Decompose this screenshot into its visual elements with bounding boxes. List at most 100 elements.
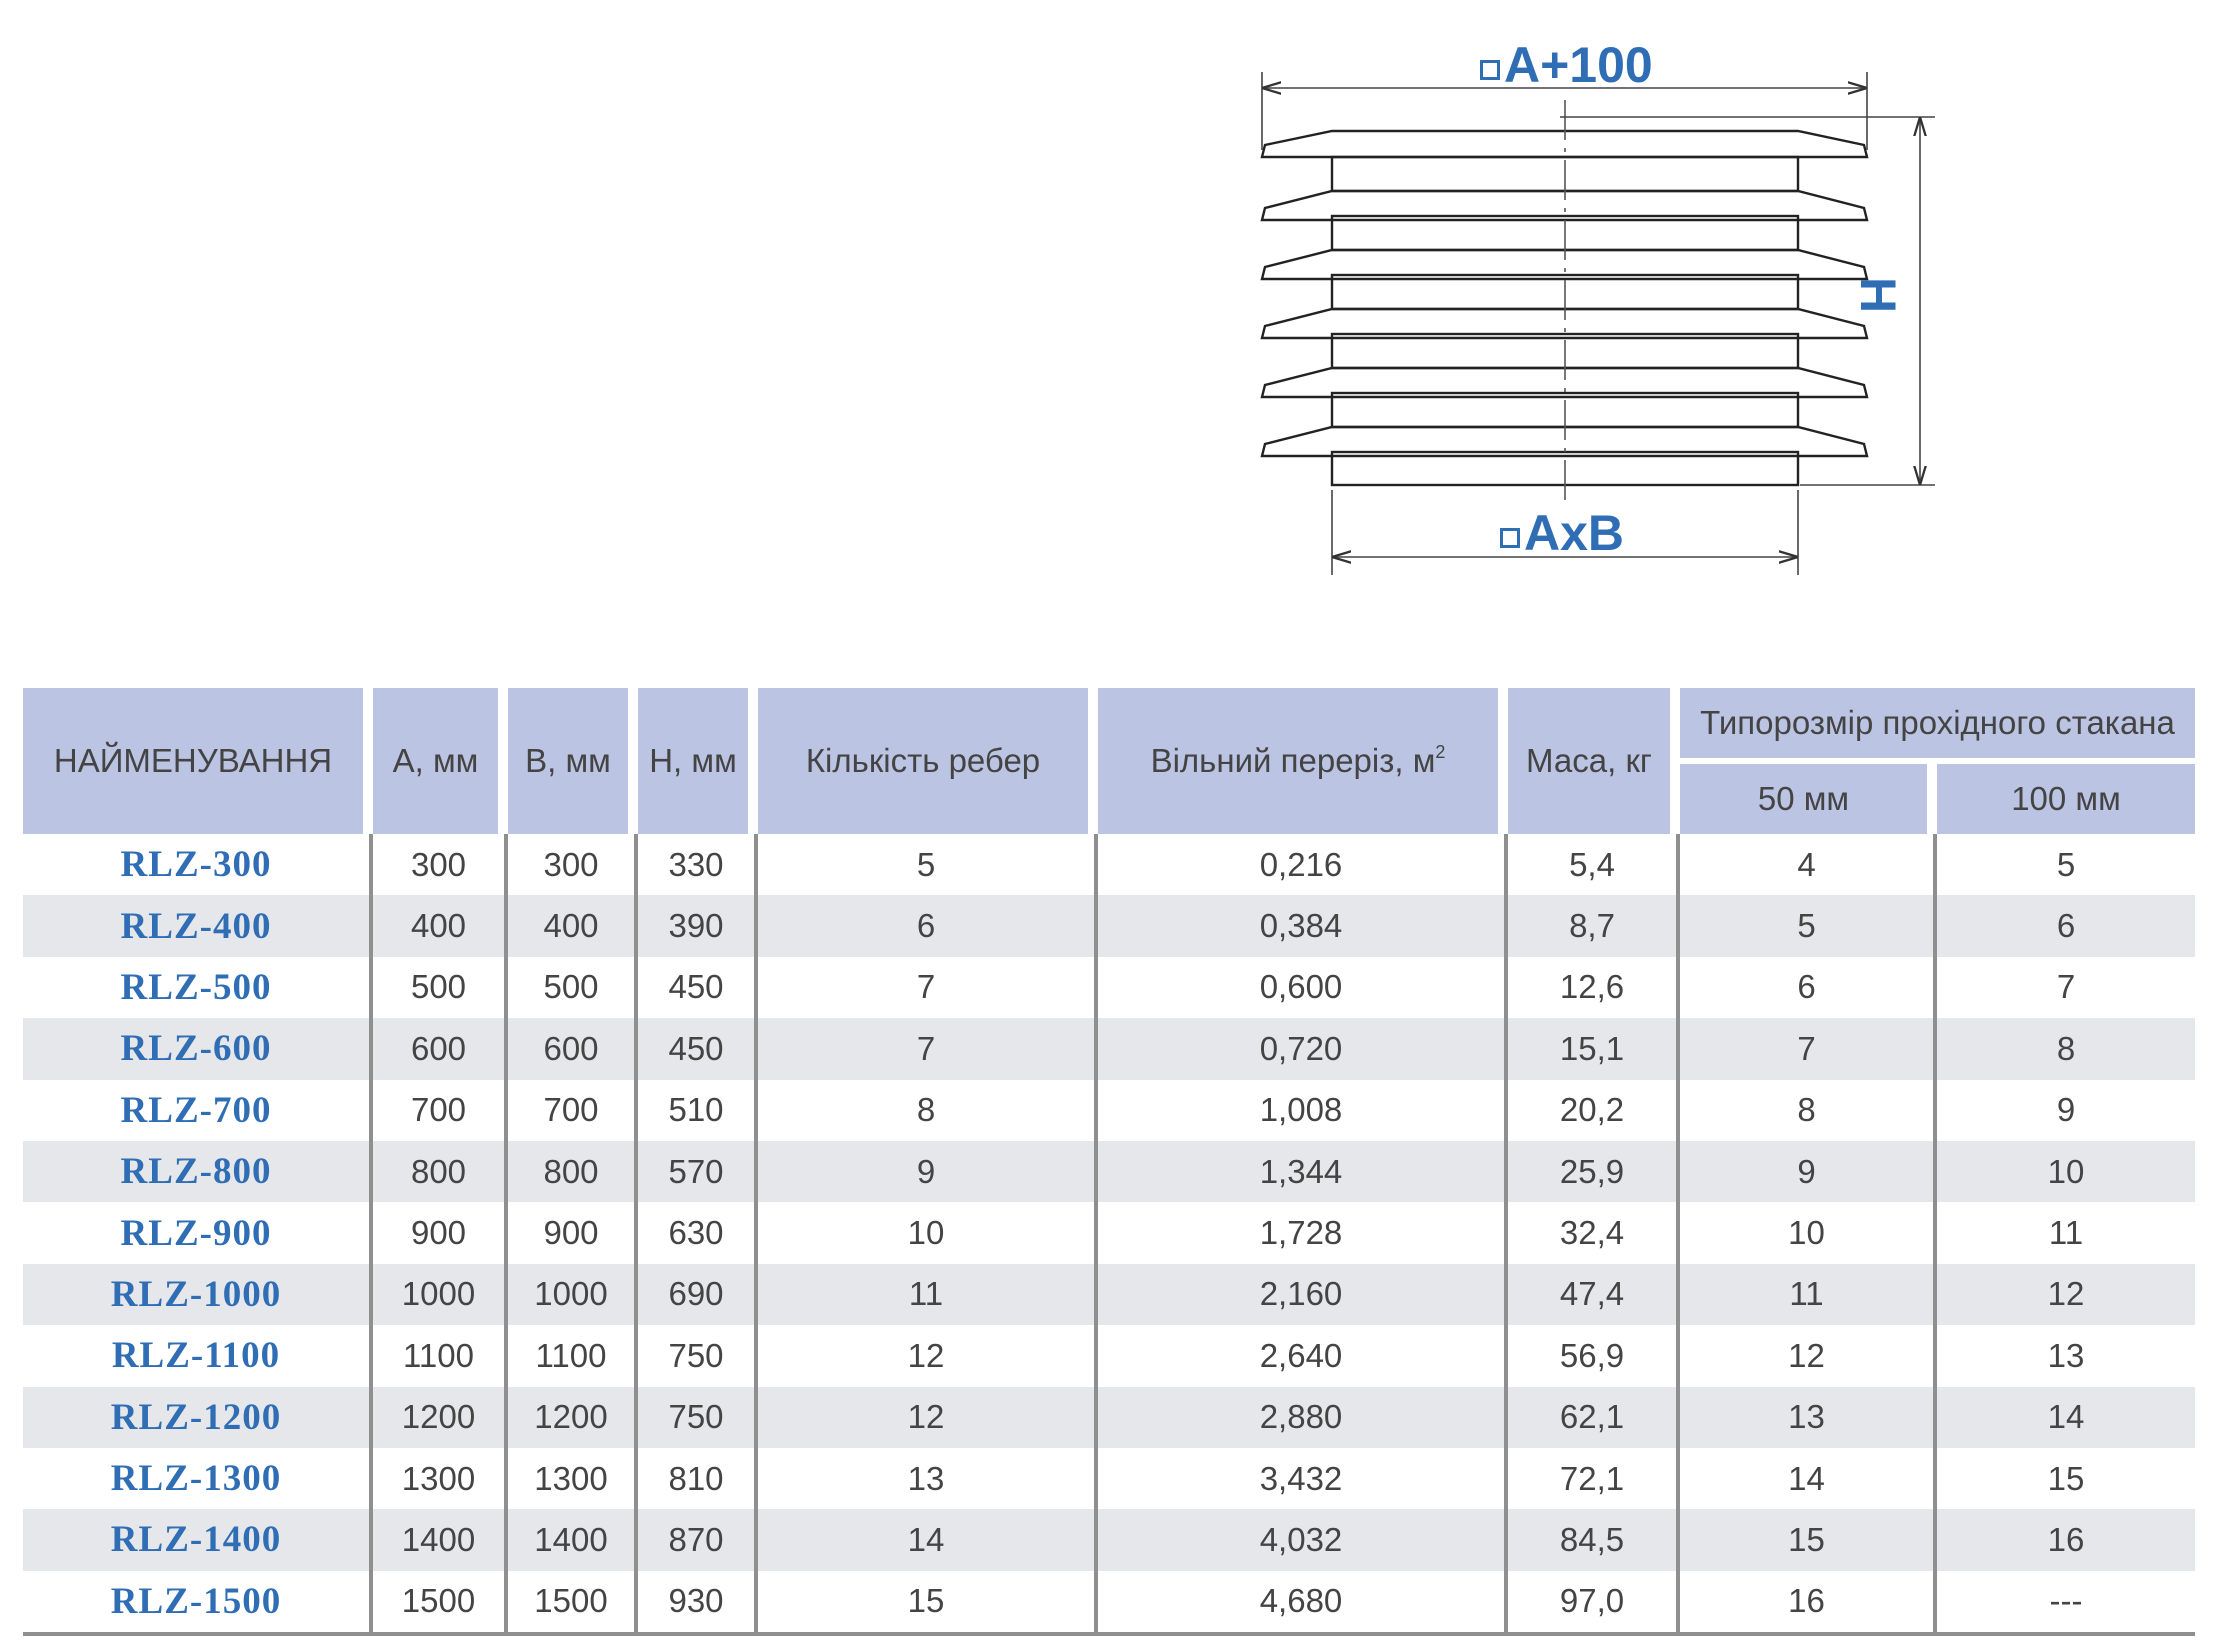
cell-sleeve-50: 9: [1680, 1140, 1937, 1203]
cell-a: 1300: [373, 1447, 508, 1510]
square-symbol-icon: [1500, 528, 1520, 548]
cell-a: 500: [373, 956, 508, 1019]
cell-sleeve-100: 5: [2056, 845, 2076, 883]
cell-h: 930: [638, 1570, 758, 1637]
cell-b: 1100: [508, 1325, 638, 1387]
cell-h: 750: [638, 1386, 758, 1448]
cell-a: 300: [373, 834, 508, 896]
table-row: RLZ-500 500 500 450 7 0,600 12,6 6 7: [23, 956, 2195, 1019]
cell-h: 390: [638, 895, 758, 957]
cell-mass: 97,0: [1508, 1570, 1680, 1637]
table-row: RLZ-900 900 900 630 10 1,728 32,4 10 11: [23, 1202, 2195, 1264]
cell-name: RLZ-600: [23, 1018, 373, 1080]
dimension-label-width-top: A+100: [1480, 40, 1653, 90]
cell-ribs: 13: [758, 1447, 1098, 1510]
cell-name: RLZ-1100: [23, 1325, 373, 1387]
cell-a: 1500: [373, 1570, 508, 1637]
cell-ribs: 9: [758, 1140, 1098, 1203]
cell-sleeve-100: 15: [2047, 1459, 2085, 1497]
cell-name: RLZ-500: [23, 956, 373, 1019]
header-b: В, мм: [508, 688, 638, 834]
product-drawing: A+100 AxB H: [0, 0, 2215, 600]
cell-sleeve-100: 11: [2048, 1214, 2084, 1252]
cell-h: 450: [638, 1018, 758, 1080]
dimension-lines: [1261, 72, 1935, 575]
cell-free-section: 2,880: [1098, 1386, 1508, 1448]
cell-ribs: 15: [758, 1570, 1098, 1637]
header-h: Н, мм: [638, 688, 758, 834]
cell-ribs: 12: [758, 1325, 1098, 1387]
cell-h: 630: [638, 1202, 758, 1264]
table-row: RLZ-1000 1000 1000 690 11 2,160 47,4 11 12: [23, 1263, 2196, 1326]
cell-h: 330: [638, 834, 758, 896]
specification-table: НАЙМЕНУВАННЯ А, мм В, мм Н, мм Кількість…: [23, 688, 2196, 1637]
cell-sleeve-50: 15: [1680, 1509, 1937, 1571]
table-row: RLZ-700 700 700 510 8 1,008 20,2 8 9: [23, 1079, 2195, 1141]
square-symbol-icon: [1480, 60, 1500, 80]
cell-free-section: 2,640: [1098, 1325, 1508, 1387]
cell-mass: 15,1: [1508, 1018, 1680, 1080]
cell-sleeve-50: 5: [1680, 895, 1937, 957]
cell-a: 600: [373, 1018, 508, 1080]
header-sleeve-50: 50 мм: [1680, 764, 1937, 834]
cell-name: RLZ-700: [23, 1079, 373, 1141]
cell-ribs: 7: [758, 1018, 1098, 1080]
cell-ribs: 8: [758, 1079, 1098, 1141]
table-body: RLZ-300 300 300 330 5 0,216 5,4 4 5 RLZ-400 400 400…: [23, 834, 2196, 1637]
cell-sleeve-50: 6: [1680, 956, 1937, 1019]
cell-name: RLZ-1200: [23, 1386, 373, 1448]
table-row: RLZ-300 300 300 330 5 0,216 5,4 4 5: [23, 834, 2195, 896]
cell-sleeve-50: 4: [1680, 834, 1937, 896]
cell-sleeve-50: 8: [1680, 1079, 1937, 1141]
cell-sleeve-50: 13: [1680, 1386, 1937, 1448]
cell-name: RLZ-1000: [23, 1263, 373, 1326]
cell-b: 800: [508, 1140, 638, 1203]
cell-name: RLZ-1300: [23, 1447, 373, 1510]
table-row: RLZ-400 400 400 390 6 0,384 8,7 5 6: [23, 895, 2196, 957]
cell-name: RLZ-1400: [23, 1509, 373, 1571]
cell-ribs: 12: [758, 1386, 1098, 1448]
cell-a: 1200: [373, 1386, 508, 1448]
table-row: RLZ-1400 1400 1400 870 14 4,032 84,5 15 16: [23, 1509, 2196, 1571]
cell-sleeve-100: 16: [1937, 1509, 2196, 1571]
cell-mass: 32,4: [1508, 1202, 1680, 1264]
cell-name: RLZ-900: [23, 1202, 373, 1264]
cell-b: 1300: [508, 1447, 638, 1510]
cell-h: 870: [638, 1509, 758, 1571]
cell-a: 400: [373, 895, 508, 957]
cell-a: 1000: [373, 1263, 508, 1326]
cell-ribs: 6: [758, 895, 1098, 957]
cell-mass: 62,1: [1508, 1386, 1680, 1448]
cell-free-section: 0,384: [1098, 895, 1508, 957]
cell-sleeve-100: ---: [1937, 1571, 2196, 1637]
table-row: RLZ-1100 1100 1100 750 12 2,640 56,9 12 13: [23, 1325, 2195, 1387]
cell-sleeve-50: 12: [1680, 1325, 1937, 1387]
cell-b: 600: [508, 1018, 638, 1080]
cell-h: 510: [638, 1079, 758, 1141]
cell-h: 570: [638, 1140, 758, 1203]
cell-h: 810: [638, 1447, 758, 1510]
cell-ribs: 7: [758, 956, 1098, 1019]
cell-b: 1200: [508, 1386, 638, 1448]
table-row: RLZ-1200 1200 1200 750 12 2,880 62,1 13 14: [23, 1386, 2196, 1448]
cell-b: 1500: [508, 1570, 638, 1637]
header-ribs: Кількість ребер: [758, 688, 1098, 834]
table-row: RLZ-600 600 600 450 7 0,720 15,1 7 8: [23, 1018, 2196, 1080]
dimension-label-base: AxB: [1500, 508, 1624, 558]
cell-b: 500: [508, 956, 638, 1019]
cell-sleeve-100: 13: [2047, 1336, 2085, 1374]
cell-a: 1400: [373, 1509, 508, 1571]
cell-mass: 56,9: [1508, 1325, 1680, 1387]
cell-b: 700: [508, 1079, 638, 1141]
table-row: RLZ-1500 1500 1500 930 15 4,680 97,0 16 ---: [23, 1570, 2196, 1637]
cell-ribs: 11: [758, 1263, 1098, 1326]
cell-ribs: 5: [758, 834, 1098, 896]
header-name: НАЙМЕНУВАННЯ: [23, 688, 373, 834]
dimension-label-height: H: [1850, 276, 1907, 314]
cell-sleeve-50: 14: [1680, 1447, 1937, 1510]
cell-b: 400: [508, 895, 638, 957]
cell-free-section: 1,008: [1098, 1079, 1508, 1141]
cell-free-section: 1,344: [1098, 1140, 1508, 1203]
cell-sleeve-100: 8: [1937, 1018, 2196, 1080]
cell-mass: 25,9: [1508, 1140, 1680, 1203]
